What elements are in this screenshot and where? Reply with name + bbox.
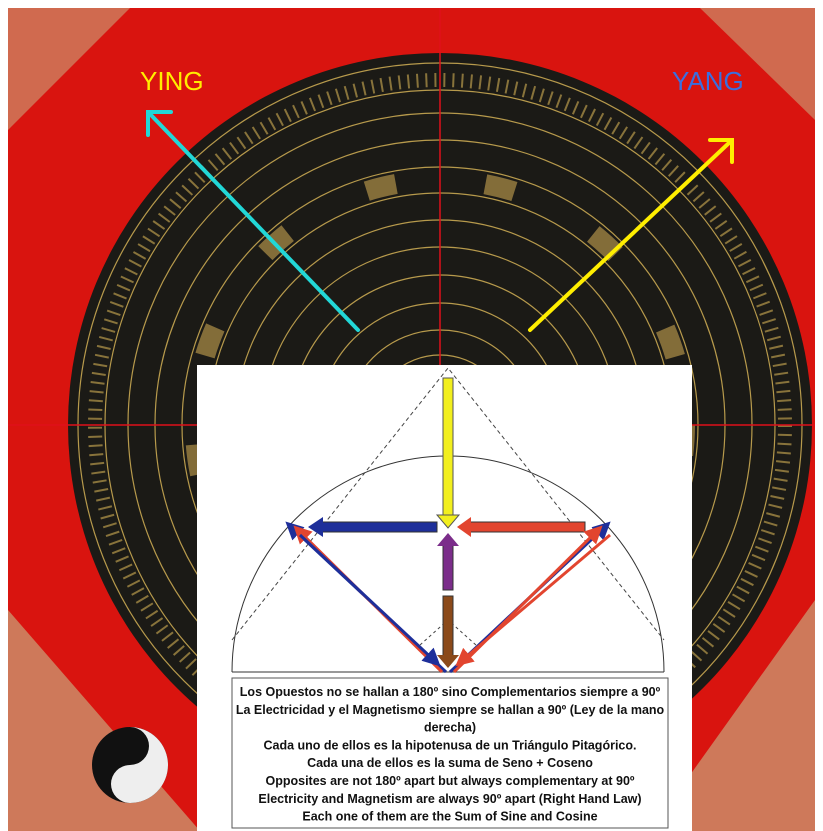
scene: YING YANG Los Opuestos no se hallan a 18…	[0, 0, 823, 831]
caption-line: Los Opuestos no se hallan a 180º sino Co…	[240, 685, 661, 699]
ying-label: YING	[140, 66, 204, 96]
blue-arrow	[322, 522, 437, 532]
caption-line: Cada una de ellos es la suma de Seno + C…	[307, 756, 593, 770]
page: YING YANG Los Opuestos no se hallan a 18…	[0, 0, 823, 831]
caption-line: Opposites are not 180º apart but always …	[266, 774, 635, 788]
red-arrow	[470, 522, 585, 532]
caption-line: Each one of them are the Sum of Sine and…	[302, 810, 597, 824]
caption-line: derecha)	[424, 721, 476, 735]
caption-line: Electricity and Magnetism are always 90º…	[258, 792, 641, 806]
caption-line: Cada uno de ellos es la hipotenusa de un…	[264, 738, 637, 752]
yang-label: YANG	[672, 66, 744, 96]
purple-arrow	[443, 545, 453, 590]
yellow-arrow	[443, 378, 453, 518]
brown-arrow	[443, 596, 453, 656]
caption-line: La Electricidad y el Magnetismo siempre …	[236, 703, 665, 717]
